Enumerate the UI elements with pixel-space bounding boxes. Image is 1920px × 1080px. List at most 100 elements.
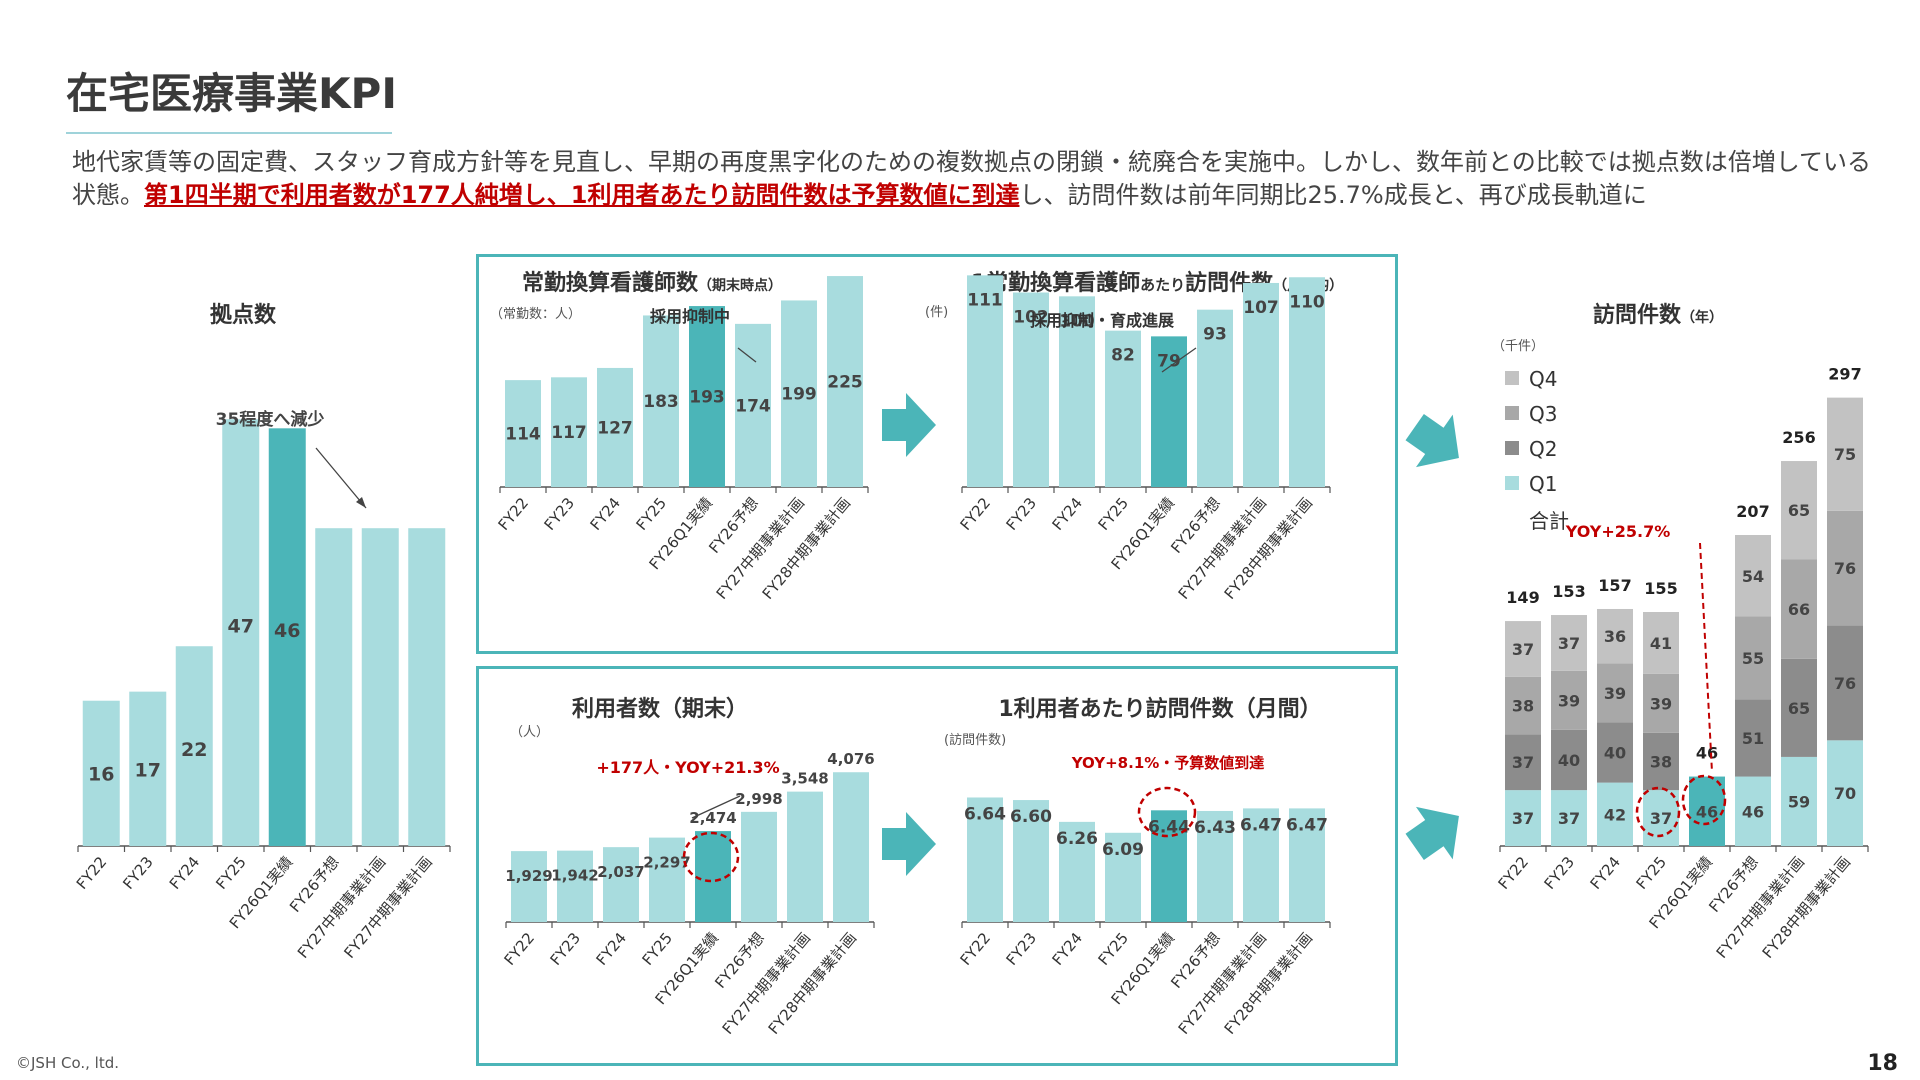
x-tick-label: FY24	[1587, 853, 1625, 893]
x-tick-label: FY22	[73, 853, 111, 893]
annotation: +177人・YOY+21.3%	[596, 758, 779, 777]
page-number: 18	[1867, 1051, 1898, 1076]
x-tick-label: FY25	[1095, 929, 1133, 969]
data-label: 46	[274, 620, 300, 642]
legend-label: Q4	[1529, 367, 1557, 391]
segment-label: 38	[1512, 697, 1534, 716]
data-label: 1,929	[505, 867, 552, 885]
bar	[505, 380, 541, 487]
segment-label: 65	[1788, 501, 1810, 520]
annotation-arrow	[315, 447, 367, 509]
intro-text-1: 地代家賃等の固定費、スタッフ育成方針等を見直し、早期の再度黒字化のための複数拠点…	[72, 148, 1872, 209]
segment-label: 37	[1512, 809, 1534, 828]
segment-label: 37	[1558, 634, 1580, 653]
total-label: 153	[1552, 582, 1585, 601]
data-label: 4,076	[827, 750, 874, 768]
x-tick-label: FY27中期事業計画	[340, 853, 435, 962]
highlight-circle	[1681, 774, 1727, 826]
annotation-arrow	[691, 795, 741, 819]
bar	[1289, 808, 1325, 922]
bar	[129, 691, 167, 846]
stack-segment	[1735, 616, 1771, 700]
bar	[551, 377, 587, 487]
bar	[408, 528, 446, 846]
data-label: 6.64	[964, 804, 1006, 824]
data-label: 79	[1157, 351, 1181, 371]
data-label: 6.43	[1194, 818, 1236, 838]
x-tick-label: FY25	[633, 494, 671, 534]
segment-label: 65	[1788, 699, 1810, 718]
stack-segment	[1781, 461, 1817, 560]
stack-segment	[1643, 673, 1679, 733]
data-label: 102	[1013, 308, 1049, 328]
segment-label: 37	[1650, 809, 1672, 828]
chart-title: 常勤換算看護師数（期末時点）	[522, 270, 782, 296]
x-tick-label: FY28中期事業計画	[759, 494, 854, 603]
x-tick-label: FY24	[587, 494, 625, 534]
stack-segment	[1597, 608, 1633, 664]
bar	[222, 419, 260, 846]
stack-segment	[1505, 734, 1541, 791]
x-tick-label: FY24	[1049, 494, 1087, 534]
x-tick-label: FY23	[1003, 494, 1041, 534]
x-tick-label: FY24	[166, 853, 204, 893]
stack-segment	[1735, 535, 1771, 617]
data-label: 6.47	[1240, 815, 1282, 835]
stack-segment	[1597, 782, 1633, 846]
legend-swatch	[1505, 441, 1519, 455]
segment-label: 39	[1558, 691, 1580, 710]
chart-title: 拠点数	[210, 302, 277, 328]
annotation: 採用抑制中	[650, 307, 730, 326]
x-tick-label: FY25	[639, 929, 677, 969]
x-tick-label: FY28中期事業計画	[765, 929, 860, 1038]
bar	[1105, 330, 1141, 487]
data-label: 114	[505, 425, 541, 445]
bar	[1151, 336, 1187, 487]
bar	[649, 837, 685, 922]
data-label: 16	[88, 764, 114, 786]
x-tick-label: FY23	[547, 929, 585, 969]
frame-nurses	[476, 254, 1398, 654]
segment-label: 76	[1834, 674, 1856, 693]
bar	[1013, 800, 1049, 922]
data-label: 100	[1059, 311, 1095, 331]
segment-label: 70	[1834, 784, 1856, 803]
legend-swatch	[1505, 476, 1519, 490]
segment-label: 46	[1696, 802, 1718, 821]
data-label: 107	[1243, 298, 1279, 318]
stack-segment	[1551, 615, 1587, 671]
segment-label: 39	[1604, 684, 1626, 703]
stack-segment	[1827, 625, 1863, 741]
data-label: 117	[551, 423, 587, 443]
segment-label: 59	[1788, 792, 1810, 811]
segment-label: 36	[1604, 627, 1626, 646]
data-label: 93	[1203, 325, 1227, 345]
segment-label: 55	[1742, 649, 1764, 668]
stack-segment	[1643, 732, 1679, 791]
unit-label: (訪問件数)	[944, 732, 1006, 748]
segment-label: 75	[1834, 445, 1856, 464]
unit-label: (件)	[925, 305, 948, 320]
x-tick-label: FY23	[1541, 853, 1579, 893]
stack-segment	[1689, 776, 1725, 846]
stack-segment	[1505, 621, 1541, 677]
annotation: 35程度へ減少	[216, 409, 325, 430]
bar	[643, 315, 679, 487]
data-label: 82	[1111, 346, 1135, 366]
stack-segment	[1551, 670, 1587, 730]
bar	[967, 275, 1003, 487]
total-label: 157	[1598, 576, 1631, 595]
stack-segment	[1827, 510, 1863, 626]
bar	[1059, 821, 1095, 922]
stack-segment	[1597, 663, 1633, 723]
x-tick-label: FY27中期事業計画	[294, 853, 389, 962]
legend-label: 合計	[1529, 509, 1569, 533]
segment-label: 37	[1512, 640, 1534, 659]
stack-segment	[1551, 790, 1587, 846]
data-label: 127	[597, 418, 633, 438]
bar	[315, 528, 353, 846]
stack-segment	[1597, 722, 1633, 783]
right-arrow-icon	[882, 393, 936, 457]
bar	[1059, 296, 1095, 487]
